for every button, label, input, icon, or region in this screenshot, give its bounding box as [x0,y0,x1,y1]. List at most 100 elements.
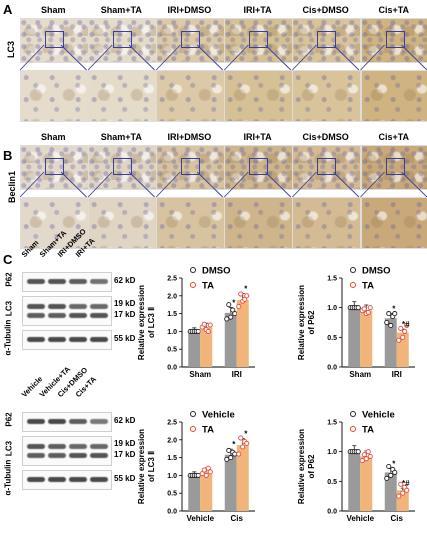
band [48,337,66,342]
micrograph [360,18,427,63]
y-tick-label: 1.0 [167,329,177,336]
data-point [226,302,232,308]
legend-marker [350,267,356,273]
zoom-region-box [45,31,64,48]
zoom-connector-line [19,44,45,71]
group-header: IRI+TA [243,132,272,142]
data-point [355,305,361,311]
legend-label: Vehicle [362,410,395,421]
legend-marker [190,411,196,417]
band [90,279,108,284]
data-point [236,451,242,457]
y-tick-label: 0.0 [167,509,177,516]
zoom-connector-line [264,44,292,71]
y-axis-label: Relative expression [137,429,146,504]
legend-label: Vehicle [202,410,235,421]
y-tick-label: 1.0 [327,449,337,456]
y-axis-label: of LC3 Ⅱ [147,451,156,482]
zoom-connector-line [60,171,87,198]
data-point [398,325,404,331]
y-tick-label: 0.5 [167,491,177,498]
zoom-region-box [317,31,337,48]
zoom-connector-line [223,171,249,198]
blot-image [22,412,112,432]
y-tick-label: 0.5 [167,347,177,354]
kd-marker: 62 kD [114,416,136,425]
bar [384,318,397,367]
zoom-connector-line [87,171,113,198]
band [48,477,66,482]
zoomed-micrograph [360,197,427,249]
zoomed-micrograph [360,70,427,122]
category-label: Vehicle [346,514,374,523]
band [69,304,87,309]
zoomed-micrograph [20,70,89,122]
data-point [207,469,213,475]
y-axis-label: of P62 [307,310,316,335]
band [48,444,66,449]
zoom-region-box [181,31,201,48]
legend-marker [350,426,356,432]
data-point [228,314,234,320]
y-tick-label: 2.5 [167,276,177,283]
kd-marker: 19 kD [114,299,136,308]
band [69,279,87,284]
micrograph [20,145,89,190]
band [69,419,87,424]
data-point [361,452,367,458]
zoom-region-box [385,31,405,48]
zoom-connector-line [196,44,224,71]
y-tick-label: 0.0 [327,365,337,372]
zoom-connector-line [264,171,292,198]
data-point [195,328,201,334]
bar [224,312,237,367]
kd-marker: 17 kD [114,310,136,319]
band [90,444,108,449]
group-header: Sham [40,132,66,142]
zoom-connector-line [360,171,385,198]
band [90,304,108,309]
zoom-region-box [385,158,405,175]
category-label: IRI [232,370,242,379]
band [69,313,87,318]
kd-marker: 17 kD [114,450,136,459]
legend-label: TA [362,425,374,436]
category-label: Vehicle [186,514,214,523]
zoomed-micrograph [292,70,361,122]
y-axis-label: Relative expression [297,285,306,360]
band [69,444,87,449]
data-point [226,447,232,454]
band [27,313,45,318]
bar [348,451,361,511]
legend-marker [350,282,356,288]
data-point [392,311,398,317]
zoom-region-box [317,158,337,175]
zoomed-micrograph [88,197,157,249]
y-tick-label: 0.0 [167,365,177,372]
legend-marker [190,426,196,432]
data-point [224,316,230,322]
zoom-connector-line [87,44,113,71]
data-point [388,472,394,478]
bar [200,471,213,511]
band [90,419,108,424]
significance-marker: * [392,304,396,313]
zoomed-micrograph [156,197,225,249]
category-label: Sham [189,370,211,379]
micrograph [292,145,361,190]
bar [224,454,237,511]
blot-image [22,330,112,350]
data-point [207,322,213,328]
data-point [201,321,207,327]
data-point [240,444,246,450]
data-point [238,291,244,297]
data-point [361,306,367,312]
bar [188,331,201,367]
y-tick-label: 2.5 [167,420,177,427]
zoom-connector-line [196,171,224,198]
band [48,313,66,318]
data-point [365,309,371,315]
legend-label: DMSO [202,266,231,277]
zoom-connector-line [401,44,427,71]
